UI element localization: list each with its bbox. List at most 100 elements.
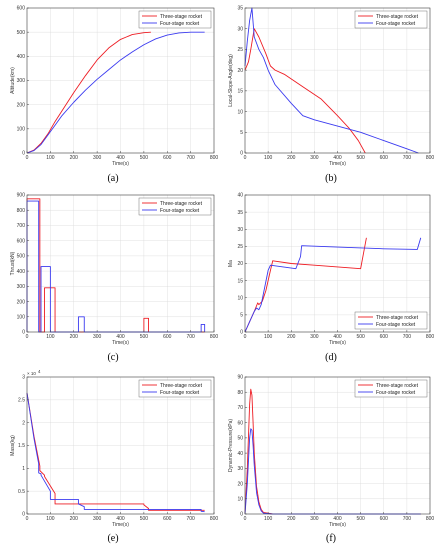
y-tick-label: 0 [22, 151, 25, 157]
x-tick-label: 600 [380, 334, 389, 340]
y-tick-label: 0 [22, 330, 25, 336]
legend-label: Three-stage rocket [160, 14, 203, 20]
y-tick-label: 35 [237, 210, 243, 216]
y-tick-label: 90 [237, 375, 243, 381]
x-tick-label: 200 [70, 155, 79, 161]
x-tick-label: 100 [46, 334, 55, 340]
x-tick-label: 200 [70, 516, 79, 522]
x-tick-label: 200 [287, 155, 296, 161]
legend-box [138, 379, 212, 398]
x-tick-label: 200 [70, 334, 79, 340]
y-tick-label: 0 [240, 330, 243, 336]
y-tick-label: 0.5 [18, 489, 25, 495]
x-tick-label: 400 [116, 334, 125, 340]
y-tick-label: 700 [17, 223, 26, 229]
y-tick-label: 300 [17, 284, 26, 290]
y-tick-label: 30 [237, 466, 243, 472]
x-tick-label: 800 [210, 334, 219, 340]
x-tick-label: 400 [116, 155, 125, 161]
x-tick-label: 700 [403, 334, 412, 340]
x-tick-label: 500 [356, 516, 365, 522]
y-tick-label: 0 [240, 512, 243, 518]
x-tick-label: 600 [163, 155, 172, 161]
y-exponent: × 10 [27, 371, 36, 376]
x-tick-label: 0 [26, 516, 29, 522]
series-line-four-stage [244, 428, 421, 515]
x-tick-label: 800 [426, 334, 435, 340]
y-tick-label: 30 [237, 227, 243, 233]
y-tick-label: 500 [17, 254, 26, 260]
y-axis-label: Thrust(kN) [10, 251, 16, 275]
series-line-three-stage [26, 198, 205, 333]
x-tick-label: 300 [310, 516, 319, 522]
y-tick-label: 25 [237, 47, 243, 53]
x-tick-label: 100 [46, 155, 55, 161]
legend-label: Four-stage rocket [376, 21, 416, 27]
y-tick-label: 100 [17, 127, 26, 133]
y-tick-label: 50 [237, 436, 243, 442]
x-tick-label: 600 [163, 334, 172, 340]
x-tick-label: 200 [287, 516, 296, 522]
x-tick-label: 700 [186, 516, 195, 522]
series-line-three-stage [26, 31, 151, 154]
x-tick-label: 100 [264, 334, 273, 340]
x-tick-label: 500 [140, 155, 149, 161]
panel-caption: (d) [325, 352, 337, 363]
legend-label: Four-stage rocket [160, 208, 200, 214]
y-tick-label: 15 [237, 278, 243, 284]
legend-label: Four-stage rocket [160, 21, 200, 27]
y-axis-label: Dynamic-Pressure(kPa) [228, 419, 234, 472]
x-tick-label: 800 [210, 516, 219, 522]
y-axis-label: Mass(kg) [10, 435, 16, 456]
x-tick-label: 700 [186, 155, 195, 161]
y-tick-label: 0 [240, 151, 243, 157]
y-tick-label: 600 [17, 6, 26, 12]
x-tick-label: 800 [426, 155, 435, 161]
y-tick-label: 80 [237, 390, 243, 396]
y-tick-label: 40 [237, 451, 243, 457]
x-tick-label: 600 [163, 516, 172, 522]
panel-caption: (e) [107, 533, 118, 544]
y-tick-label: 10 [237, 496, 243, 502]
x-tick-label: 700 [403, 155, 412, 161]
legend-label: Three-stage rocket [160, 201, 203, 207]
y-tick-label: 200 [17, 102, 26, 108]
x-tick-label: 600 [380, 516, 389, 522]
x-tick-label: 0 [244, 516, 247, 522]
x-tick-label: 0 [26, 155, 29, 161]
legend-label: Four-stage rocket [160, 390, 200, 396]
y-exponent-power: 4 [38, 369, 41, 374]
x-tick-label: 400 [333, 155, 342, 161]
y-tick-label: 900 [17, 193, 26, 199]
y-tick-label: 5 [240, 130, 243, 136]
x-tick-label: 500 [140, 516, 149, 522]
x-tick-label: 400 [333, 334, 342, 340]
y-tick-label: 35 [237, 6, 243, 12]
chart-panel-a: 0 100 200 300 400 500 600 700 800 0 100 200 300 400 50… [10, 6, 218, 184]
legend-label: Three-stage rocket [376, 315, 419, 321]
panel-caption: (f) [326, 533, 336, 544]
legend-box [354, 311, 428, 330]
x-tick-label: 500 [356, 334, 365, 340]
y-tick-label: 20 [237, 261, 243, 267]
chart-panel-e: 0 100 200 300 400 500 600 700 800 0 0.5 1 1.5 2 2.5 3 Ti… [10, 369, 218, 544]
y-tick-label: 20 [237, 68, 243, 74]
legend-box [138, 197, 212, 216]
series-line-four-stage [244, 237, 422, 333]
panel-caption: (b) [325, 173, 337, 184]
y-tick-label: 0 [22, 512, 25, 518]
y-tick-label: 10 [237, 109, 243, 115]
x-tick-label: 500 [140, 334, 149, 340]
x-tick-label: 200 [287, 334, 296, 340]
series-line-four-stage [244, 7, 419, 154]
y-tick-label: 3 [22, 375, 25, 381]
y-tick-label: 5 [240, 313, 243, 319]
x-tick-label: 600 [380, 155, 389, 161]
x-axis-label: Time(s) [112, 522, 129, 528]
panel-caption: (a) [107, 173, 118, 184]
y-tick-label: 40 [237, 193, 243, 199]
x-axis-label: Time(s) [329, 161, 346, 167]
